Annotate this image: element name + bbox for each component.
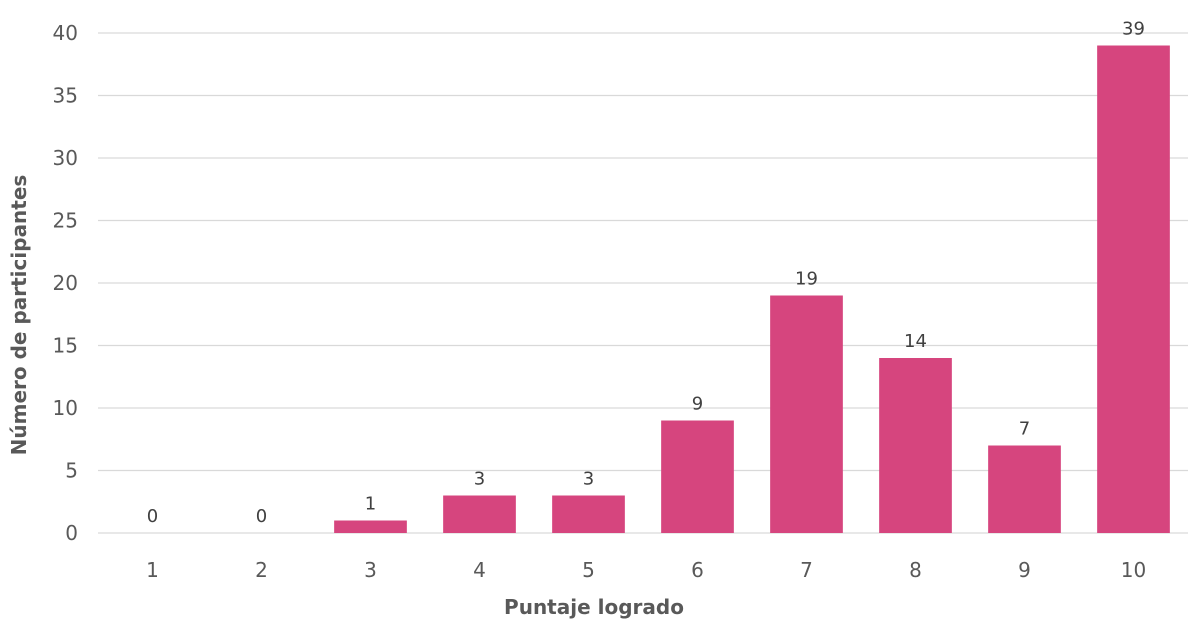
x-tick-label-7: 7 [800, 558, 813, 582]
bars [334, 45, 1170, 533]
data-label-9: 7 [1019, 419, 1030, 440]
bar-10 [1097, 45, 1170, 533]
x-tick-label-5: 5 [582, 558, 595, 582]
y-tick-label: 0 [65, 521, 78, 545]
y-tick-label: 30 [53, 146, 78, 170]
y-tick-label: 5 [65, 459, 78, 483]
y-tick-label: 15 [53, 334, 78, 358]
bar-4 [443, 495, 516, 533]
data-label-6: 9 [692, 394, 703, 415]
y-axis-ticks: 0 5 10 15 20 25 30 35 40 [53, 21, 78, 545]
x-tick-label-4: 4 [473, 558, 486, 582]
bar-5 [552, 495, 625, 533]
x-tick-label-8: 8 [909, 558, 922, 582]
y-tick-label: 40 [53, 21, 78, 45]
data-label-1: 0 [147, 506, 158, 527]
y-axis-title: Número de participantes [7, 175, 31, 456]
x-axis-ticks: 1 2 3 4 5 6 7 8 9 10 [146, 558, 1146, 582]
bar-8 [879, 358, 952, 533]
y-tick-label: 35 [53, 84, 78, 108]
bar-3 [334, 520, 407, 533]
gridlines [98, 32, 1188, 534]
data-label-4: 3 [474, 469, 485, 490]
data-label-10: 39 [1122, 19, 1145, 40]
x-tick-label-6: 6 [691, 558, 704, 582]
x-tick-label-3: 3 [364, 558, 377, 582]
bar-9 [988, 445, 1061, 533]
data-label-8: 14 [904, 331, 927, 352]
x-tick-label-2: 2 [255, 558, 268, 582]
data-label-7: 19 [795, 269, 818, 290]
bar-7 [770, 295, 843, 533]
data-label-3: 1 [365, 494, 376, 515]
data-label-5: 3 [583, 469, 594, 490]
x-tick-label-10: 10 [1121, 558, 1146, 582]
data-label-2: 0 [256, 506, 267, 527]
x-axis-title: Puntaje logrado [504, 595, 684, 619]
x-tick-label-1: 1 [146, 558, 159, 582]
x-tick-label-9: 9 [1018, 558, 1031, 582]
y-tick-label: 10 [53, 396, 78, 420]
y-tick-label: 25 [53, 209, 78, 233]
y-tick-label: 20 [53, 271, 78, 295]
bar-6 [661, 420, 734, 533]
